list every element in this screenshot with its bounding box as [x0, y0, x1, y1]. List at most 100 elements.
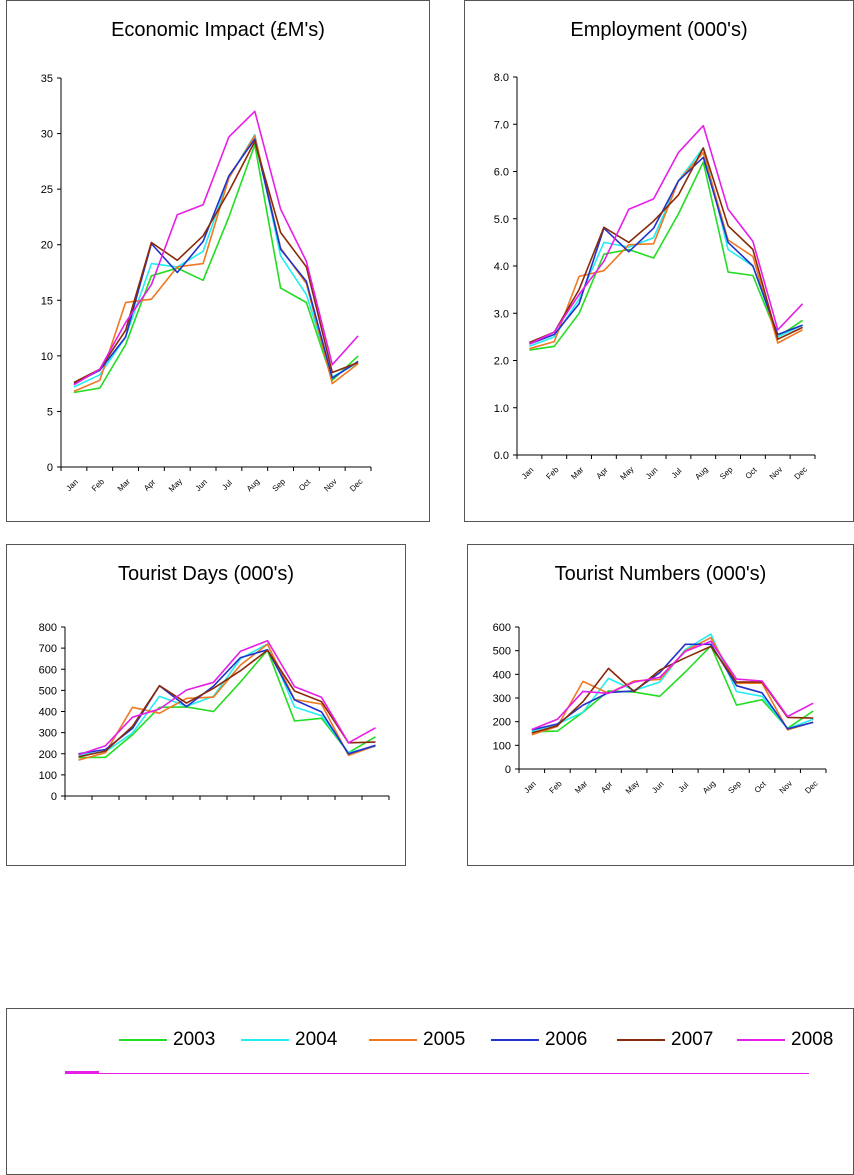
x-tick-label: Aug — [693, 465, 709, 481]
y-tick-label: 8.0 — [494, 72, 509, 84]
legend-label: 2003 — [173, 1029, 216, 1050]
y-tick-label: 0 — [505, 764, 511, 776]
x-tick-label: Apr — [599, 779, 614, 794]
y-tick-label: 300 — [493, 693, 511, 705]
chart-title: Economic Impact (£M's) — [111, 19, 325, 41]
y-tick-label: 0.0 — [494, 450, 509, 462]
y-tick-label: 30 — [41, 129, 53, 141]
y-tick-label: 2.0 — [494, 356, 509, 368]
y-tick-label: 3.0 — [494, 308, 509, 320]
x-tick-label: Apr — [595, 465, 610, 480]
x-tick-label: Jul — [220, 478, 234, 492]
series-line-2007 — [78, 649, 376, 758]
tourist-numbers-chart: Tourist Numbers (000's) 0 100 200 300 400 500… — [467, 544, 854, 866]
series-line-2004 — [78, 643, 376, 757]
x-tick-label: Nov — [778, 779, 794, 795]
tourist-days-plot: 0 100 200 300 400 500 600 700 800 — [39, 622, 390, 803]
legend-item-2005: 2005 — [369, 1029, 465, 1051]
legend-swatch-2004 — [241, 1039, 289, 1041]
legend: 2003 2004 2005 2006 2007 2008 — [6, 1008, 854, 1175]
chart-title: Tourist Days (000's) — [117, 563, 295, 585]
series-line-2003 — [73, 143, 359, 394]
series-line-2005 — [529, 151, 803, 350]
y-tick-label: 100 — [39, 770, 57, 782]
x-tick-label: Feb — [548, 779, 565, 796]
tourist-numbers-plot: 0 100 200 300 400 500 600 Jan Feb Mar Apr May Jun Jul… — [493, 622, 827, 796]
legend-swatch-2003 — [119, 1039, 167, 1041]
series-line-2005 — [78, 643, 376, 761]
series-line-2005 — [531, 636, 814, 736]
y-tick-label: 500 — [39, 685, 57, 697]
x-tick-label: May — [624, 779, 641, 796]
economic-impact-plot: 0 5 10 15 20 25 30 35 Jan Feb Mar Apr May Jun Jul Aug Se… — [41, 73, 372, 494]
x-tick-label: Aug — [701, 779, 717, 795]
legend-label: 2008 — [791, 1029, 834, 1050]
x-tick-label: May — [618, 465, 635, 482]
y-tick-label: 400 — [493, 669, 511, 681]
y-tick-label: 700 — [39, 643, 57, 655]
x-tick-label: Jan — [64, 477, 79, 492]
x-tick-label: Sep — [271, 477, 288, 494]
x-tick-label: Mar — [573, 779, 589, 795]
legend-item-2008: 2008 — [737, 1029, 833, 1051]
x-tick-label: Mar — [569, 465, 585, 481]
series-line-2008 — [531, 640, 814, 731]
legend-swatch-2006 — [491, 1039, 539, 1041]
y-tick-label: 7.0 — [494, 119, 509, 131]
series-line-2006 — [531, 643, 814, 731]
x-tick-label: Oct — [753, 779, 769, 795]
x-tick-label: Nov — [322, 477, 338, 493]
economic-impact-chart: Economic Impact (£M's) 0 5 10 15 20 25 30 35 Jan… — [6, 0, 430, 522]
legend-swatch-2008 — [737, 1039, 785, 1041]
y-tick-label: 600 — [39, 664, 57, 676]
y-tick-label: 5 — [47, 406, 53, 418]
x-tick-label: Sep — [726, 779, 743, 796]
x-tick-label: May — [167, 477, 184, 494]
employment-chart: Employment (000's) 0.0 1.0 2.0 3.0 4.0 5.0 6.0… — [464, 0, 854, 522]
x-tick-label: Aug — [245, 477, 261, 493]
x-tick-label: Dec — [348, 477, 364, 493]
x-tick-label: Jun — [650, 779, 665, 794]
series-line-2008 — [529, 124, 804, 345]
series-line-2006 — [73, 138, 359, 385]
y-tick-label: 0 — [47, 462, 53, 474]
x-tick-label: Nov — [768, 465, 784, 481]
x-tick-label: Dec — [793, 465, 809, 481]
series-line-2003 — [529, 161, 804, 351]
y-tick-label: 20 — [41, 240, 53, 252]
y-tick-label: 0 — [51, 791, 57, 803]
x-tick-label: Feb — [544, 465, 561, 482]
tourist-days-chart-panel: Tourist Days (000's) 0 100 200 300 400 500 600… — [6, 544, 406, 866]
x-tick-label: Dec — [803, 779, 819, 795]
legend-label: 2004 — [295, 1029, 338, 1050]
y-tick-label: 800 — [39, 622, 57, 634]
legend-divider-mark — [65, 1071, 99, 1073]
series-line-2008 — [78, 639, 376, 756]
series-line-2003 — [531, 645, 814, 733]
series-line-2006 — [78, 649, 376, 755]
legend-item-2003: 2003 — [119, 1029, 215, 1051]
x-tick-label: Jan — [522, 779, 537, 794]
x-tick-label: Jul — [670, 466, 684, 480]
y-tick-label: 300 — [39, 728, 57, 740]
legend-label: 2007 — [671, 1029, 714, 1050]
y-tick-label: 15 — [41, 295, 53, 307]
legend-item-2006: 2006 — [491, 1029, 587, 1051]
x-tick-label: Sep — [718, 465, 735, 482]
legend-swatch-2007 — [617, 1039, 665, 1041]
x-tick-label: Jun — [644, 465, 659, 480]
series-line-2004 — [531, 633, 814, 732]
legend-divider-line — [65, 1073, 809, 1074]
employment-plot: 0.0 1.0 2.0 3.0 4.0 5.0 6.0 7.0 8.0 Jan Feb Mar Apr M… — [494, 72, 816, 482]
x-tick-label: Oct — [297, 477, 313, 493]
legend-item-2007: 2007 — [617, 1029, 713, 1051]
x-tick-label: Apr — [142, 477, 157, 492]
series-line-2008 — [73, 110, 359, 386]
y-tick-label: 5.0 — [494, 214, 509, 226]
x-tick-label: Oct — [744, 465, 760, 481]
series-line-2004 — [529, 147, 803, 348]
legend-swatch-2005 — [369, 1039, 417, 1041]
legend-item-2004: 2004 — [241, 1029, 337, 1051]
series-line-2007 — [73, 140, 359, 384]
legend-label: 2005 — [423, 1029, 466, 1050]
